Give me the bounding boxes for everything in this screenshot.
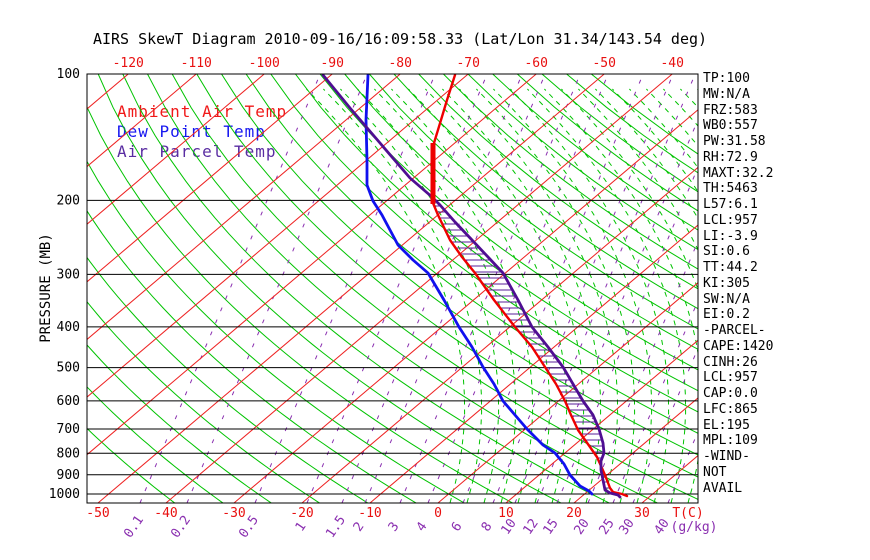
tick-label: -60 xyxy=(524,56,547,71)
tick-label: 1 xyxy=(293,519,310,534)
tick-label: (g/kg) xyxy=(671,520,718,535)
stat-item: CINH:26 xyxy=(703,354,758,370)
tick-label: PRESSURE (MB) xyxy=(38,233,54,343)
stat-item: SI:0.6 xyxy=(703,244,750,260)
tick-label: -70 xyxy=(456,56,479,71)
stat-item: LCL:957 xyxy=(703,370,758,386)
stat-item: CAP:0.0 xyxy=(703,386,758,401)
tick-label: 400 xyxy=(57,320,80,335)
cape-hatch-layer xyxy=(434,205,610,489)
tick-label: 30 xyxy=(634,506,650,521)
tick-label: 20 xyxy=(566,506,582,521)
tick-label: 4 xyxy=(414,519,431,534)
stat-item: LFC:865 xyxy=(703,401,758,417)
tick-label: 200 xyxy=(57,193,80,208)
tick-label: T(C) xyxy=(672,506,703,521)
pressure-lines-layer xyxy=(87,73,698,495)
tick-label: 10 xyxy=(498,506,514,521)
stat-item: EI:0.2 xyxy=(703,307,750,323)
stat-item: EL:195 xyxy=(703,417,750,433)
tick-label: 700 xyxy=(57,422,80,437)
tick-label: 30 xyxy=(616,516,637,537)
tick-label: 25 xyxy=(596,516,617,537)
tick-label: -30 xyxy=(222,506,245,521)
plot-frame xyxy=(86,73,699,504)
tick-label: 6 xyxy=(449,519,466,534)
tick-label: -100 xyxy=(249,56,280,71)
tick-label: 20 xyxy=(571,516,592,537)
tick-label: -40 xyxy=(154,506,177,521)
tick-label: -20 xyxy=(290,506,313,521)
stat-item: KI:305 xyxy=(703,275,750,291)
tick-label: 1000 xyxy=(49,487,80,502)
stat-item: WB0:557 xyxy=(703,118,758,134)
stat-item: TP:100 xyxy=(703,71,750,86)
stat-item: LI:-3.9 xyxy=(703,228,758,244)
tick-label: 3 xyxy=(386,519,403,534)
tick-label: 40 xyxy=(651,516,672,537)
tick-label: 15 xyxy=(540,516,561,537)
tick-label: 800 xyxy=(57,446,80,461)
tick-label: 10 xyxy=(498,516,519,537)
tick-label: 1.5 xyxy=(323,513,349,541)
stat-item: LCL:957 xyxy=(703,212,758,228)
stat-item: TT:44.2 xyxy=(703,260,758,275)
tick-label: -90 xyxy=(320,56,343,71)
stat-item: MAXT:32.2 xyxy=(703,165,774,181)
tick-label: -120 xyxy=(113,56,144,71)
stat-item: -WIND- xyxy=(703,449,750,464)
stat-item: AVAIL xyxy=(703,480,743,496)
tick-label: 900 xyxy=(57,468,80,483)
stat-item: FRZ:583 xyxy=(703,102,758,118)
tick-label: 0.1 xyxy=(121,513,147,541)
chart-title: AIRS SkewT Diagram 2010-09-16/16:09:58.3… xyxy=(92,30,708,48)
stat-item: PW:31.58 xyxy=(703,134,766,149)
stat-item: RH:72.9 xyxy=(703,149,758,165)
stat-item: MPL:109 xyxy=(703,433,758,449)
sounding-stats-panel: TP:100 MW:N/A FRZ:583 WB0:557 PW:31.58 RH:72.… xyxy=(703,71,773,496)
tick-label: -110 xyxy=(181,56,212,71)
stat-item: NOT xyxy=(703,464,727,480)
dew-point-curve xyxy=(364,73,594,496)
tick-label: -10 xyxy=(358,506,381,521)
tick-label: -50 xyxy=(592,56,615,71)
stat-item: CAPE:1420 xyxy=(703,338,774,354)
tick-label: -50 xyxy=(86,506,109,521)
stat-item: SW:N/A xyxy=(703,291,750,307)
tick-label: -80 xyxy=(388,56,411,71)
mixing-ratio-layer xyxy=(139,74,698,503)
stat-item: L57:6.1 xyxy=(703,197,758,212)
tick-label: 100 xyxy=(57,67,80,82)
tick-label: 600 xyxy=(57,394,80,409)
tick-label: 300 xyxy=(57,267,80,282)
legend-ambient-air-temp: Ambient Air Temp xyxy=(117,102,288,121)
tick-label: 0 xyxy=(434,506,442,521)
stat-item: -PARCEL- xyxy=(703,323,766,338)
tick-label: 2 xyxy=(351,519,368,534)
tick-label: 8 xyxy=(479,519,496,534)
tick-label: 12 xyxy=(520,516,541,537)
legend-dew-point-temp: Dew Point Temp xyxy=(117,122,266,141)
stat-item: TH:5463 xyxy=(703,181,758,197)
tick-label: -40 xyxy=(660,56,683,71)
tick-label: 500 xyxy=(57,361,80,376)
stat-item: MW:N/A xyxy=(703,86,750,102)
